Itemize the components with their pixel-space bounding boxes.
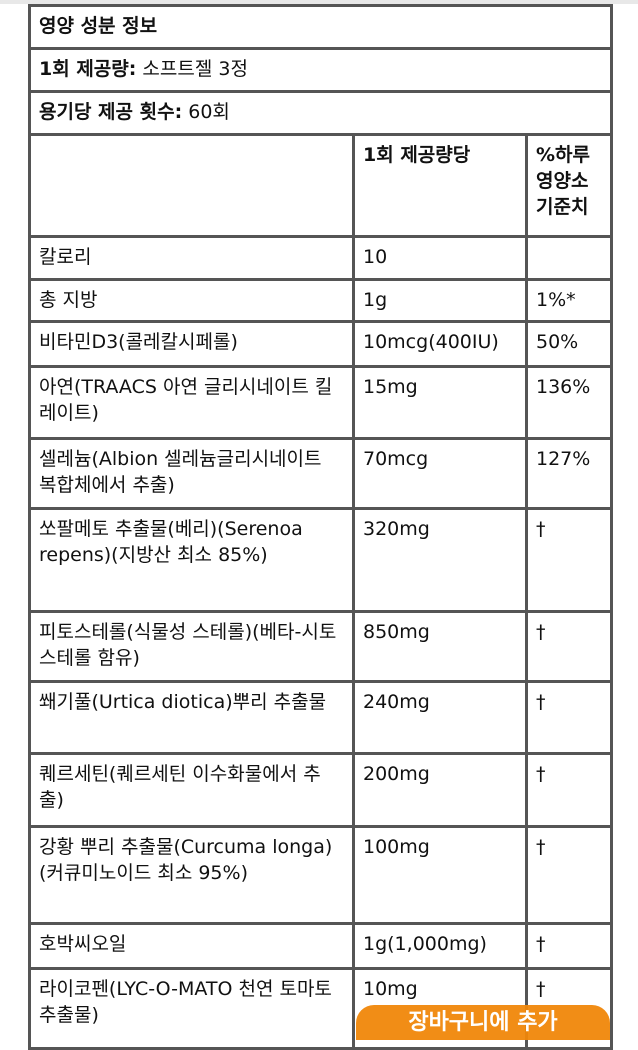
- cell-dv: †: [524, 680, 614, 755]
- cell-name: 피토스테롤(식물성 스테롤)(베타-시토스테롤 함유): [28, 610, 355, 683]
- cell-amount: 200mg: [352, 752, 528, 828]
- table-row: 칼로리 10: [28, 235, 614, 281]
- cell-name: 라이코펜(LYC-O-MATO 천연 토마토 추출물): [28, 967, 355, 1050]
- cell-name: 쏘팔메토 추출물(베리)(Serenoa repens)(지방산 최소 85%): [28, 507, 355, 613]
- cell-amount: 850mg: [352, 610, 528, 683]
- cell-dv: 127%: [524, 437, 614, 510]
- nutrition-facts-table: 영양 성분 정보 1회 제공량: 소프트젤 3정 용기당 제공 횟수: 60회 …: [27, 4, 614, 1050]
- cell-name: 호박씨오일: [28, 922, 355, 970]
- cell-dv: †: [524, 507, 614, 613]
- cell-name: 칼로리: [28, 235, 355, 281]
- cell-name: 강황 뿌리 추출물(Curcuma longa)(커큐미노이드 최소 95%): [28, 825, 355, 925]
- cell-amount: 10: [352, 235, 528, 281]
- serving-size-value: 소프트젤 3정: [142, 58, 248, 80]
- table-title: 영양 성분 정보: [27, 4, 614, 50]
- serving-size-row: 1회 제공량: 소프트젤 3정: [27, 47, 614, 93]
- cell-amount: 100mg: [352, 825, 528, 925]
- add-to-cart-button[interactable]: 장바구니에 추가: [356, 1005, 610, 1040]
- cell-amount: 10mcg(400IU): [352, 320, 528, 368]
- cell-amount: 1g: [352, 278, 528, 323]
- header-amount: 1회 제공량당: [352, 133, 528, 238]
- cell-dv: 50%: [524, 320, 614, 368]
- cell-dv: 1%*: [524, 278, 614, 323]
- cell-dv: 136%: [524, 365, 614, 440]
- cell-amount: 15mg: [352, 365, 528, 440]
- cell-name: 셀레늄(Albion 셀레늄글리시네이트 복합체에서 추출): [28, 437, 355, 510]
- header-name: [28, 133, 355, 238]
- table-row: 셀레늄(Albion 셀레늄글리시네이트 복합체에서 추출) 70mcg 127%: [28, 437, 614, 510]
- serving-size-label: 1회 제공량:: [39, 58, 137, 80]
- header-dv: %하루 영양소 기준치: [524, 133, 614, 238]
- cell-name: 총 지방: [28, 278, 355, 323]
- cell-dv: †: [524, 922, 614, 970]
- header-row: 1회 제공량당 %하루 영양소 기준치: [28, 133, 614, 238]
- cell-dv: †: [524, 752, 614, 828]
- cell-name: 비타민D3(콜레칼시페롤): [28, 320, 355, 368]
- cell-amount: 70mcg: [352, 437, 528, 510]
- table-row: 퀘르세틴(퀘르세틴 이수화물에서 추출) 200mg †: [28, 752, 614, 828]
- cell-dv: †: [524, 825, 614, 925]
- table-row: 쏘팔메토 추출물(베리)(Serenoa repens)(지방산 최소 85%)…: [28, 507, 614, 613]
- cell-name: 아연(TRAACS 아연 글리시네이트 킬레이트): [28, 365, 355, 440]
- servings-per-container-row: 용기당 제공 횟수: 60회: [27, 90, 614, 136]
- table-row: 비타민D3(콜레칼시페롤) 10mcg(400IU) 50%: [28, 320, 614, 368]
- table-row: 쐐기풀(Urtica diotica)뿌리 추출물 240mg †: [28, 680, 614, 755]
- table-row: 피토스테롤(식물성 스테롤)(베타-시토스테롤 함유) 850mg †: [28, 610, 614, 683]
- cell-dv: [524, 235, 614, 281]
- cell-amount: 240mg: [352, 680, 528, 755]
- cell-amount: 320mg: [352, 507, 528, 613]
- cell-dv: †: [524, 610, 614, 683]
- cell-amount: 1g(1,000mg): [352, 922, 528, 970]
- table-row: 총 지방 1g 1%*: [28, 278, 614, 323]
- table-row: 호박씨오일 1g(1,000mg) †: [28, 922, 614, 970]
- cell-name: 퀘르세틴(퀘르세틴 이수화물에서 추출): [28, 752, 355, 828]
- title-row: 영양 성분 정보: [27, 4, 614, 50]
- servings-value: 60회: [188, 101, 230, 123]
- top-edge: [0, 0, 638, 4]
- cell-name: 쐐기풀(Urtica diotica)뿌리 추출물: [28, 680, 355, 755]
- servings-label: 용기당 제공 횟수:: [39, 101, 183, 123]
- table-row: 아연(TRAACS 아연 글리시네이트 킬레이트) 15mg 136%: [28, 365, 614, 440]
- table-row: 강황 뿌리 추출물(Curcuma longa)(커큐미노이드 최소 95%) 1…: [28, 825, 614, 925]
